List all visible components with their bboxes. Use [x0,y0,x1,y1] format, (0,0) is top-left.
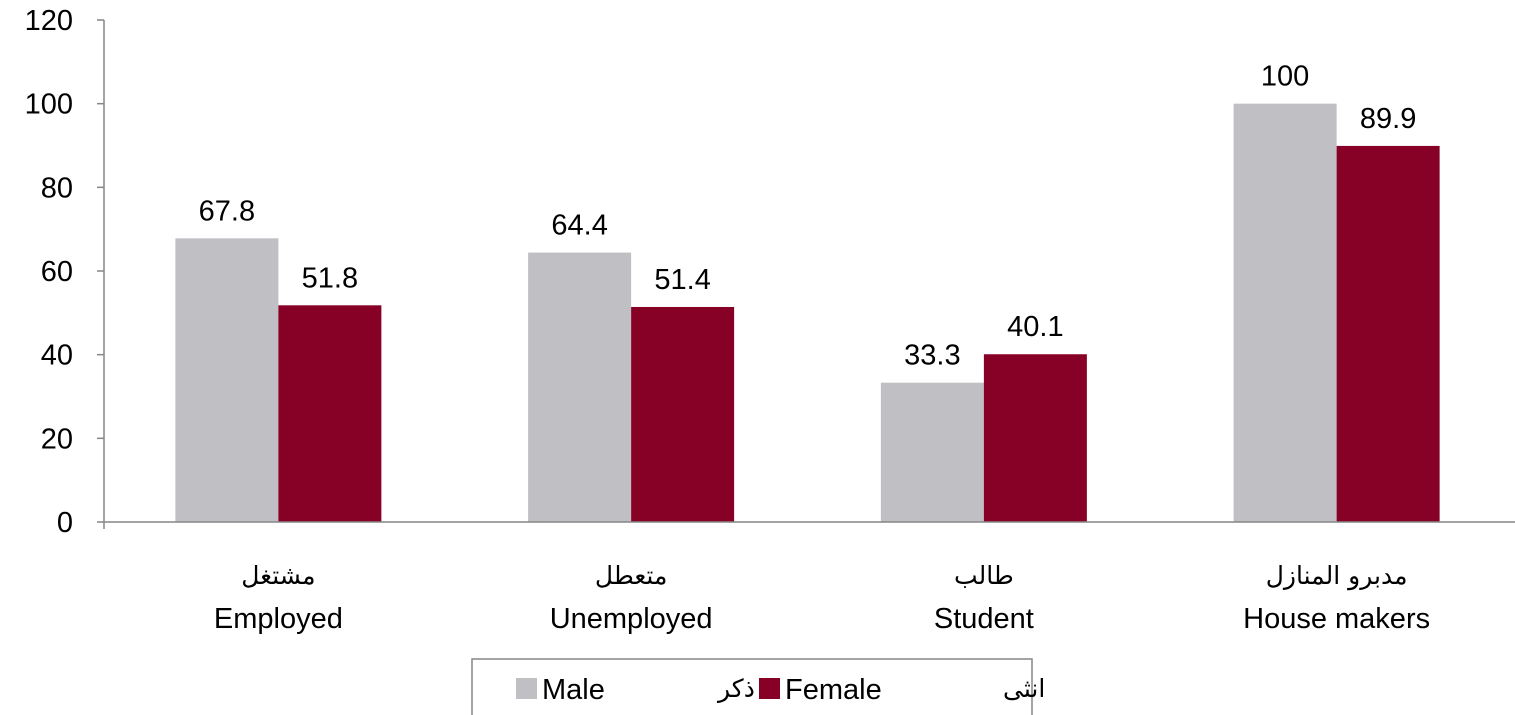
bar-female-2 [983,354,1087,522]
y-axis: 0 20 40 60 80 100 120 [25,5,105,539]
bar-male-2 [880,382,984,522]
data-label-male-0: 67.8 [199,195,255,227]
y-tick-label: 60 [41,256,73,288]
bar-male-1 [528,252,632,523]
legend-box [471,658,1033,715]
y-tick-label: 0 [57,507,73,539]
legend-label-female: Female [785,674,882,706]
category-label-english: Employed [214,603,343,635]
y-tick-label: 120 [25,5,73,37]
legend-label-male: Male [542,674,605,706]
y-tick-label: 80 [41,172,73,204]
bar-male-0 [175,238,279,522]
data-label-female-1: 51.4 [654,264,710,296]
category-label-english: Unemployed [550,603,713,635]
data-label-female-0: 51.8 [302,262,358,294]
data-label-male-2: 33.3 [904,340,960,372]
bars [175,103,1440,523]
data-label-female-3: 89.9 [1360,103,1416,135]
data-label-female-2: 40.1 [1007,311,1063,343]
category-label-english: House makers [1243,603,1430,635]
legend: Male ذكر Female انثى [471,658,1045,715]
category-label-arabic: مشتغل [241,561,315,590]
y-tick-label: 40 [41,340,73,372]
data-labels: 67.8 51.8 64.4 51.4 33.3 40.1 100 89.9 [199,61,1417,372]
data-label-male-3: 100 [1261,61,1309,93]
category-label-english: Student [934,603,1034,635]
category-label-arabic: مدبرو المنازل [1266,561,1408,591]
bar-female-1 [631,306,735,522]
legend-label-arabic-male: ذكر [716,674,755,703]
legend-label-arabic-female: انثى [1003,674,1045,703]
bar-male-3 [1233,103,1337,523]
data-label-male-1: 64.4 [551,210,607,242]
y-tick-label: 100 [25,89,73,121]
y-tick-label: 20 [41,423,73,455]
bar-female-0 [278,305,382,522]
category-label-arabic: متعطل [595,561,667,590]
legend-swatch-female [759,678,780,699]
category-label-arabic: طالب [954,561,1014,590]
bar-female-3 [1336,145,1440,522]
legend-swatch-male [516,678,537,699]
x-axis: مشتغل Employed متعطل Unemployed طالب Student م… [104,521,1515,635]
